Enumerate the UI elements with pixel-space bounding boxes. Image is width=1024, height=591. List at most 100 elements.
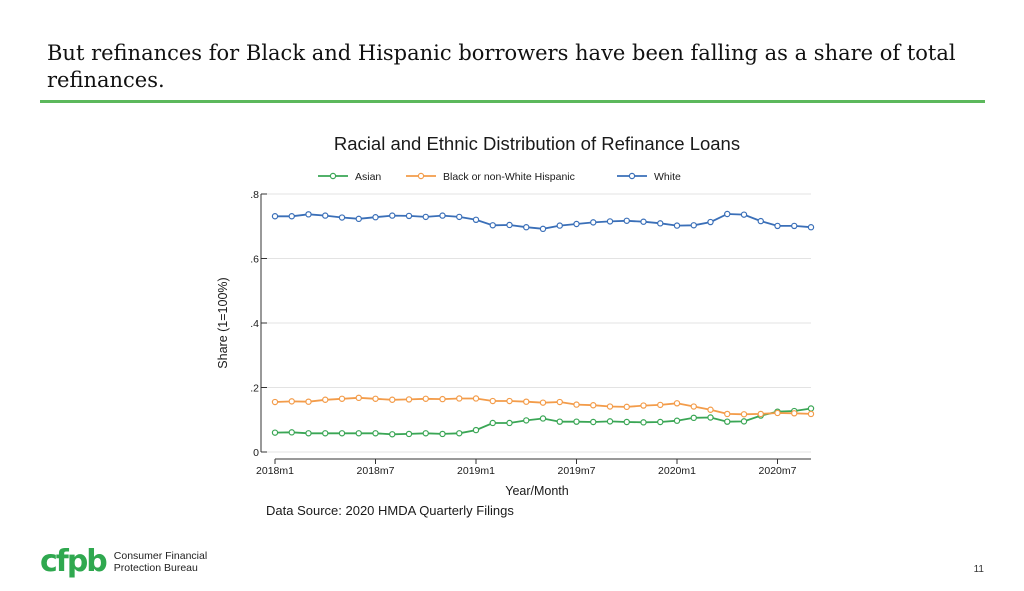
data-point-white	[405, 212, 413, 220]
data-point-asian	[372, 430, 379, 437]
data-point-asian	[489, 419, 496, 427]
x-axis-label: Year/Month	[505, 484, 569, 498]
data-point-black-or-non-white-hispanic	[707, 406, 714, 413]
data-point-asian	[690, 414, 697, 422]
data-point-black-or-non-white-hispanic	[590, 402, 597, 409]
data-point-asian	[338, 430, 346, 437]
data-point-black-or-non-white-hispanic	[355, 394, 362, 402]
data-point-white	[606, 218, 614, 225]
data-point-black-or-non-white-hispanic	[271, 398, 279, 406]
x-tick-label: 2020m1	[658, 465, 696, 477]
data-point-white	[573, 220, 580, 228]
data-point-asian	[439, 430, 446, 438]
data-point-white	[640, 218, 647, 225]
data-point-white	[590, 219, 597, 226]
data-point-black-or-non-white-hispanic	[489, 397, 496, 405]
data-point-white	[439, 212, 446, 219]
data-point-white	[707, 218, 714, 226]
data-point-white	[456, 213, 463, 221]
x-tick-label: 2019m7	[558, 465, 596, 477]
data-point-asian	[623, 418, 630, 426]
data-point-white	[623, 217, 630, 224]
data-point-black-or-non-white-hispanic	[724, 410, 731, 418]
chart-legend: Asian Black or non-White Hispanic White	[318, 171, 681, 183]
data-point-white	[355, 215, 362, 223]
data-point-asian	[707, 414, 714, 421]
data-point-asian	[807, 405, 815, 412]
data-point-white	[322, 212, 329, 219]
chart-series	[271, 210, 815, 438]
data-point-asian	[657, 418, 664, 426]
data-point-white	[690, 222, 697, 229]
data-point-black-or-non-white-hispanic	[523, 398, 530, 405]
data-point-white	[305, 211, 312, 218]
data-point-white	[523, 224, 530, 231]
data-point-white	[673, 222, 681, 229]
data-point-black-or-non-white-hispanic	[673, 400, 681, 407]
chart-axes: 0 .2 .4 .6 .8 2018m1 2018m7 2019m1 2019m7 2020m1 2…	[250, 189, 811, 477]
data-point-black-or-non-white-hispanic	[405, 396, 413, 403]
data-point-black-or-non-white-hispanic	[556, 398, 563, 406]
y-tick-label: 0	[253, 447, 259, 459]
data-point-white	[288, 213, 295, 220]
data-point-white	[271, 213, 279, 220]
data-point-asian	[422, 430, 429, 437]
data-point-asian	[506, 419, 513, 427]
data-point-white	[757, 217, 764, 225]
data-point-white	[489, 222, 496, 229]
logo-line-1: Consumer Financial	[113, 550, 208, 562]
data-point-black-or-non-white-hispanic	[472, 395, 480, 402]
data-point-white	[774, 222, 781, 230]
data-point-white	[372, 214, 379, 221]
data-point-white	[724, 210, 731, 218]
data-point-asian	[472, 426, 480, 434]
cfpb-logo-mark: cfpb	[40, 544, 108, 579]
legend-marker-white	[628, 172, 636, 180]
data-source-note: Data Source: 2020 HMDA Quarterly Filings	[266, 503, 514, 518]
y-tick-label: .8	[250, 189, 259, 201]
data-point-white	[657, 220, 664, 227]
cfpb-logo-text: Consumer Financial Protection Bureau	[114, 550, 207, 574]
data-point-black-or-non-white-hispanic	[640, 402, 647, 409]
data-point-black-or-non-white-hispanic	[623, 403, 630, 411]
logo-line-2: Protection Bureau	[113, 562, 198, 574]
cfpb-logo: cfpb Consumer Financial Protection Burea…	[40, 547, 207, 577]
data-point-black-or-non-white-hispanic	[791, 410, 798, 417]
x-tick-label: 2019m1	[457, 465, 495, 477]
x-tick-label: 2018m1	[256, 465, 294, 477]
data-point-black-or-non-white-hispanic	[456, 395, 463, 402]
y-tick-label: .6	[250, 254, 259, 266]
x-tick-label: 2020m7	[759, 465, 797, 477]
data-point-black-or-non-white-hispanic	[322, 396, 329, 403]
data-point-black-or-non-white-hispanic	[422, 395, 429, 402]
data-point-asian	[740, 418, 748, 425]
data-point-asian	[355, 430, 362, 437]
data-point-asian	[288, 429, 295, 436]
data-point-white	[472, 216, 480, 223]
data-point-white	[506, 221, 513, 229]
data-point-black-or-non-white-hispanic	[573, 401, 580, 408]
legend-label-white: White	[654, 171, 681, 183]
y-tick-label: .2	[250, 383, 259, 395]
title-divider	[40, 100, 985, 103]
legend-marker-asian	[329, 172, 337, 180]
data-point-black-or-non-white-hispanic	[657, 401, 664, 409]
data-point-asian	[724, 418, 731, 425]
data-point-asian	[389, 431, 396, 438]
data-point-black-or-non-white-hispanic	[372, 395, 379, 402]
y-axis-label: Share (1=100%)	[216, 277, 230, 368]
data-point-white	[740, 211, 748, 218]
data-point-black-or-non-white-hispanic	[740, 411, 748, 418]
chart-title: Racial and Ethnic Distribution of Refina…	[334, 133, 740, 154]
data-point-black-or-non-white-hispanic	[389, 396, 396, 403]
data-point-asian	[640, 419, 647, 426]
slide-title: But refinances for Black and Hispanic bo…	[47, 41, 956, 92]
x-tick-label: 2018m7	[357, 465, 395, 477]
data-point-white	[389, 212, 396, 219]
data-point-asian	[271, 429, 279, 436]
data-point-asian	[405, 430, 413, 438]
data-point-black-or-non-white-hispanic	[606, 403, 614, 410]
data-point-white	[556, 222, 563, 229]
data-point-white	[422, 213, 429, 221]
